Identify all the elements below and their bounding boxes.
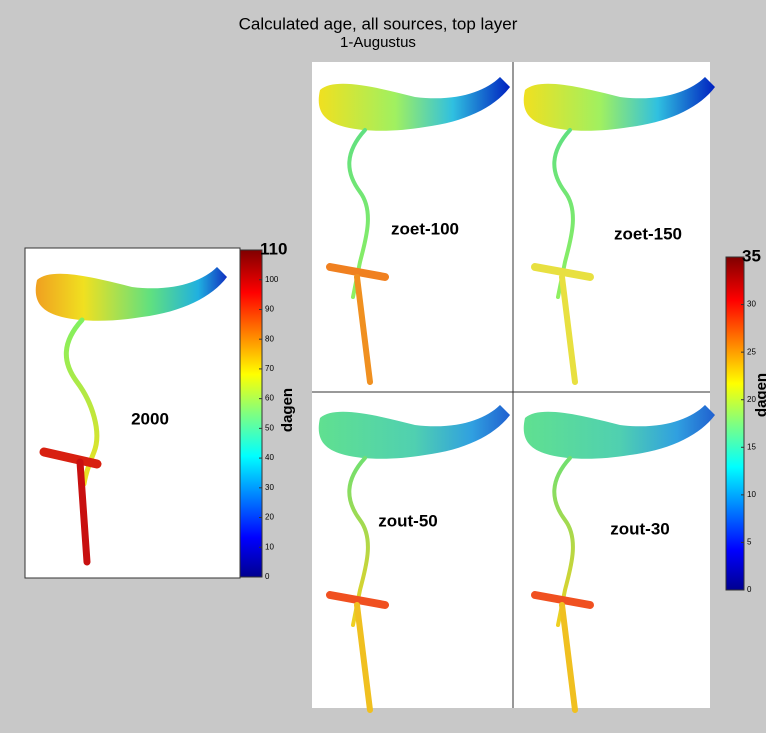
colorbar (239, 249, 263, 578)
tick-label: 0 (747, 585, 752, 594)
tick-label: 50 (265, 423, 274, 432)
panel-label: zout-30 (610, 519, 670, 538)
tick-label: 10 (747, 490, 756, 499)
map (318, 77, 510, 385)
tick-label: 20 (265, 513, 274, 522)
tick-label: 70 (265, 364, 274, 373)
tick-label: 0 (265, 572, 270, 581)
tick-label: 100 (265, 275, 279, 284)
panel-label: zout-50 (378, 511, 438, 530)
panel-grid (312, 62, 710, 708)
tick-label: 5 (747, 538, 752, 547)
tick-label: 60 (265, 394, 274, 403)
subtitle: 1-Augustus (340, 34, 416, 51)
tick-label: 40 (265, 453, 274, 462)
tick-label: 15 (747, 442, 756, 451)
colorbar-max: 35 (742, 246, 761, 265)
map (523, 405, 715, 713)
tick-label: 90 (265, 305, 274, 314)
panel-label: zoet-100 (391, 219, 459, 238)
tick-label: 20 (747, 395, 756, 404)
map (318, 405, 510, 713)
panel-label: 2000 (131, 409, 169, 428)
colorbar (725, 256, 745, 591)
tick-label: 25 (747, 347, 756, 356)
colorbar-label: dagen (753, 373, 766, 417)
map (35, 267, 227, 566)
tick-label: 30 (265, 483, 274, 492)
colorbar-max: 110 (260, 239, 287, 258)
tick-label: 10 (265, 542, 274, 551)
tick-label: 30 (747, 300, 756, 309)
title: Calculated age, all sources, top layer (239, 14, 518, 33)
tick-label: 80 (265, 334, 274, 343)
map (523, 77, 715, 385)
panel-label: zoet-150 (614, 224, 682, 243)
colorbar-label: dagen (279, 388, 296, 432)
